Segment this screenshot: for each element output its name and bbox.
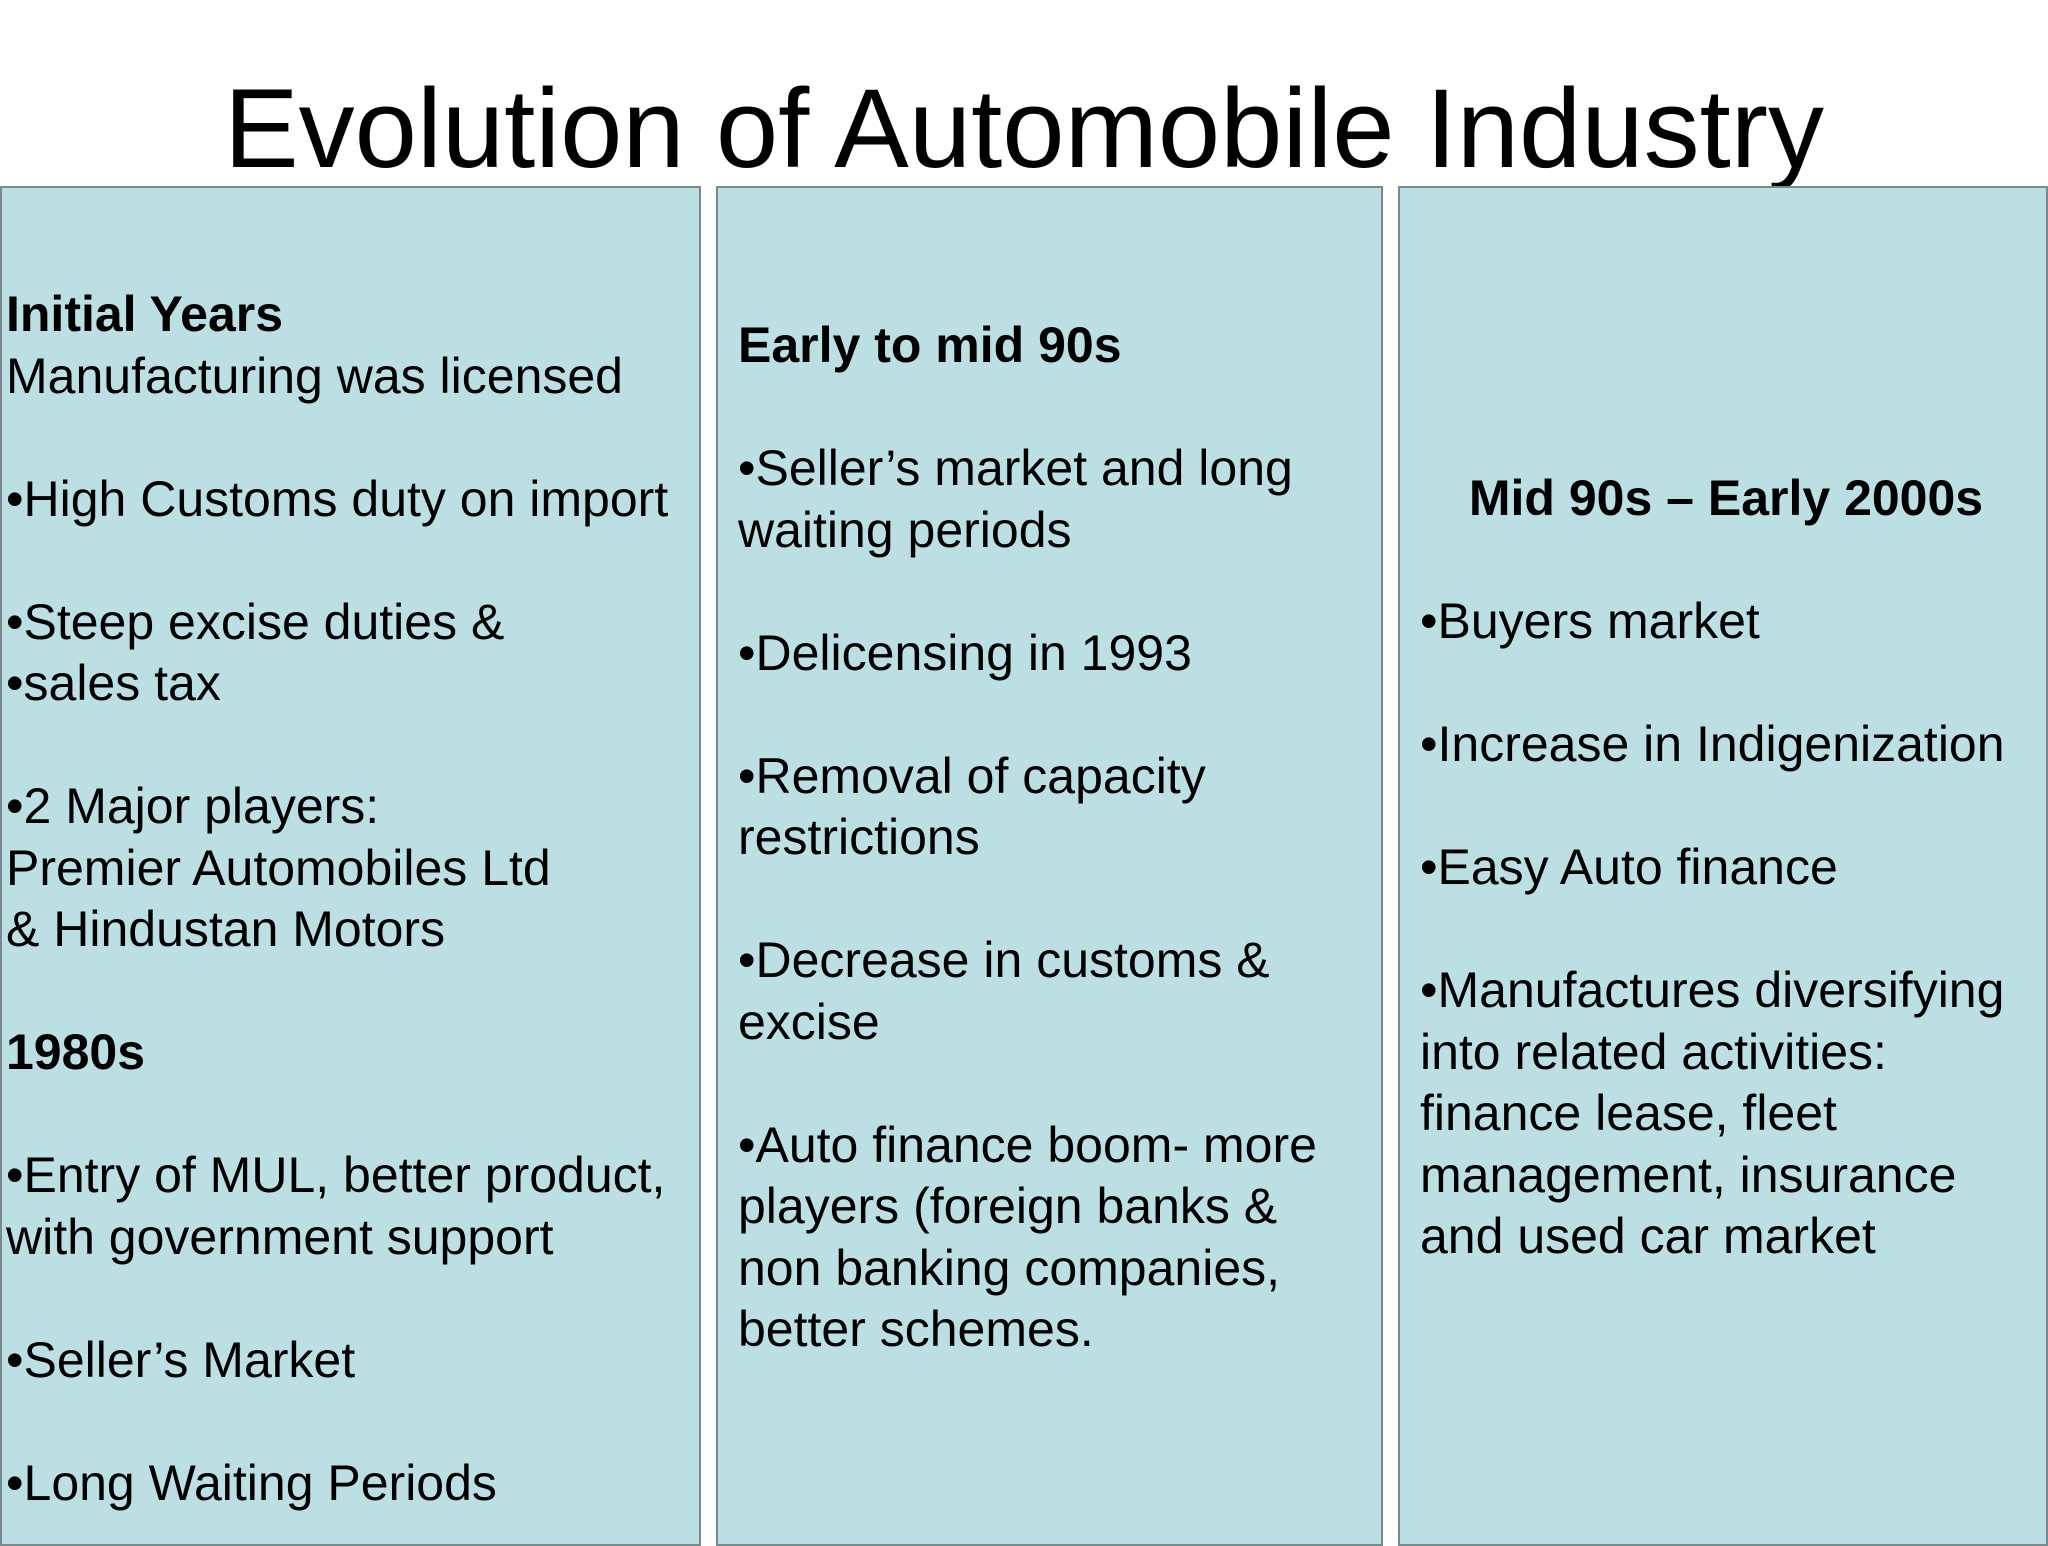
bullet-steep-excise: •Steep excise duties &	[6, 593, 505, 650]
bullet-manufactures-diversifying: •Manufactures diversifying	[1420, 962, 2005, 1018]
column-content: Mid 90s – Early 2000s •Buyers market •In…	[1420, 468, 2032, 1268]
bullet-manufactures-diversifying-line-2: into related activities:	[1420, 1023, 1887, 1080]
bullet-delicensing: •Delicensing in 1993	[738, 624, 1192, 681]
bullet-buyers-market: •Buyers market	[1420, 593, 1760, 649]
bullet-entry-of-mul-line-2: with government support	[6, 1208, 554, 1265]
bullet-manufactures-diversifying-line-3: finance lease, fleet	[1420, 1085, 1837, 1141]
bullet-easy-auto-finance: •Easy Auto finance	[1420, 839, 1838, 895]
section-heading-1980s: 1980s	[6, 1024, 146, 1080]
bullet-auto-finance-boom: •Auto finance boom- more	[738, 1116, 1317, 1173]
bullet-long-waiting-periods: •Long Waiting Periods	[6, 1454, 497, 1511]
bullet-increase-in-indigenization: •Increase in Indigenization	[1420, 716, 2005, 772]
column-content: Initial Years Manufacturing was licensed…	[6, 284, 668, 1514]
bullet-sales-tax: •sales tax	[6, 655, 221, 711]
bullet-sellers-market-long-line-2: waiting periods	[738, 501, 1072, 558]
bullet-decrease-in-customs: •Decrease in customs &	[738, 932, 1270, 988]
bullet-major-players: •2 Major players:	[6, 778, 380, 834]
bullet-sellers-market: •Seller’s Market	[6, 1331, 356, 1388]
column-initial-years: Initial Years Manufacturing was licensed…	[0, 186, 701, 1546]
bullet-auto-finance-boom-line-2: players (foreign banks &	[738, 1178, 1278, 1234]
section-heading-initial-years: Initial Years	[6, 286, 284, 342]
bullet-manufactures-diversifying-line-4: management, insurance	[1420, 1146, 1957, 1203]
bullet-removal-of-capacity: •Removal of capacity	[738, 747, 1206, 804]
column-content: Early to mid 90s •Seller’s market and lo…	[738, 315, 1317, 1361]
bullet-major-players-line-2: Premier Automobiles Ltd	[6, 839, 551, 896]
bullet-sellers-market-long: •Seller’s market and long	[738, 440, 1293, 496]
section-heading-early-to-mid-90s: Early to mid 90s	[738, 317, 1122, 373]
bullet-major-players-line-3: & Hindustan Motors	[6, 901, 446, 957]
bullet-manufactures-diversifying-line-5: and used car market	[1420, 1208, 1876, 1264]
slide-title: Evolution of Automobile Industry	[223, 66, 1825, 191]
bullet-auto-finance-boom-line-4: better schemes.	[738, 1301, 1094, 1357]
bullet-auto-finance-boom-line-3: non banking companies,	[738, 1239, 1281, 1296]
bullet-decrease-in-customs-line-2: excise	[738, 993, 880, 1050]
bullet-high-customs-duty: •High Customs duty on import	[6, 470, 669, 527]
section-heading-mid-90s-early-2000s: Mid 90s – Early 2000s	[1468, 470, 1984, 526]
column-early-to-mid-90s: Early to mid 90s •Seller’s market and lo…	[716, 186, 1383, 1546]
bullet-removal-of-capacity-line-2: restrictions	[738, 809, 980, 865]
bullet-entry-of-mul: •Entry of MUL, better product,	[6, 1147, 666, 1203]
section-intro: Manufacturing was licensed	[6, 347, 623, 404]
column-mid-90s-early-2000s: Mid 90s – Early 2000s •Buyers market •In…	[1398, 186, 2048, 1546]
